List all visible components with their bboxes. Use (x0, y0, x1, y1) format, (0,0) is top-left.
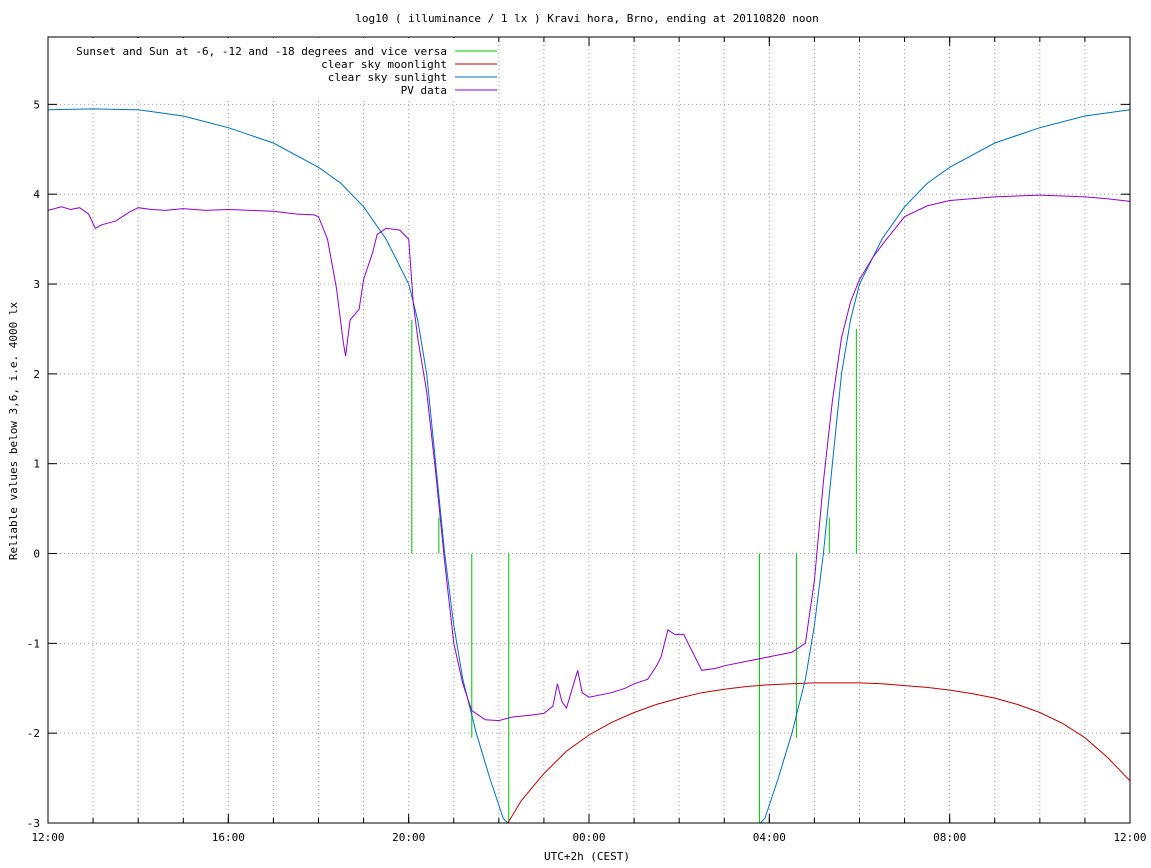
x-tick-label: 12:00 (1113, 831, 1146, 844)
clear-sky-moonlight-line (507, 682, 1131, 824)
x-tick-label: 00:00 (572, 831, 605, 844)
legend-label: clear sky sunlight (328, 71, 447, 84)
legend-background (49, 38, 497, 100)
legend-label: PV data (401, 84, 447, 97)
x-axis-label: UTC+2h (CEST) (544, 850, 630, 863)
chart-title: log10 ( illuminance / 1 lx ) Kravi hora,… (355, 12, 819, 25)
legend-label: Sunset and Sun at -6, -12 and -18 degree… (76, 45, 447, 58)
legend: Sunset and Sun at -6, -12 and -18 degree… (49, 38, 497, 100)
y-tick-label: -3 (27, 817, 40, 830)
pv-data-line (47, 194, 1131, 722)
legend-label: clear sky moonlight (321, 58, 447, 71)
y-tick-label: 0 (33, 548, 40, 561)
y-tick-label: 4 (33, 188, 40, 201)
y-axis-label: Reliable values below 3,6, i.e. 4000 lx (7, 301, 20, 560)
clear-sky-sunlight-morning-line (759, 109, 1131, 824)
y-tick-label: 3 (33, 278, 40, 291)
y-tick-label: 1 (33, 458, 40, 471)
axes: 12:00 16:00 20:00 00:00 04:00 08:00 12:00 5 4 3 2 1… (27, 36, 1147, 844)
x-tick-label: 20:00 (392, 831, 425, 844)
x-tick-label: 04:00 (753, 831, 786, 844)
y-tick-label: -1 (27, 637, 40, 650)
x-tick-label: 16:00 (212, 831, 245, 844)
y-tick-label: -2 (27, 727, 40, 740)
x-tick-label: 12:00 (31, 831, 64, 844)
grid (48, 37, 1130, 823)
clear-sky-sunlight-line (47, 108, 509, 824)
series-group (47, 108, 1131, 824)
y-tick-label: 5 (33, 98, 40, 111)
y-tick-label: 2 (33, 368, 40, 381)
x-tick-label: 08:00 (933, 831, 966, 844)
